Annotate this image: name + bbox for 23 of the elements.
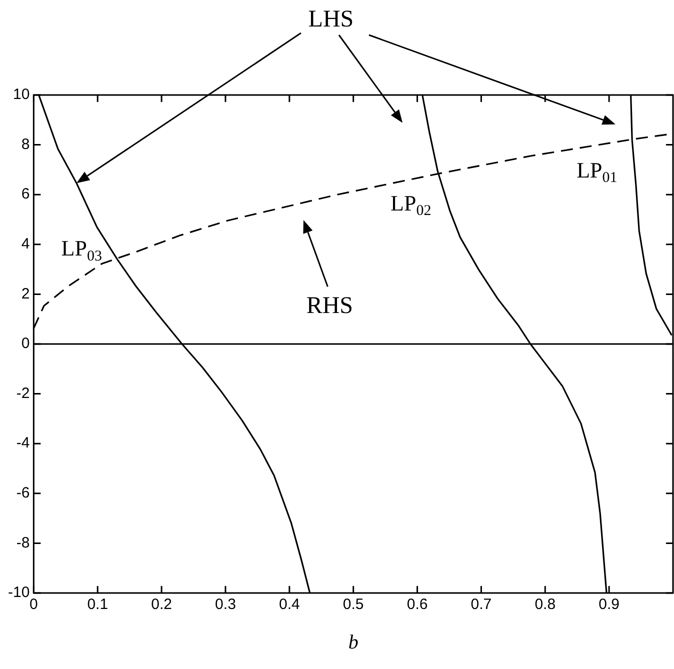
x-tick-label: 0.9 xyxy=(598,596,620,614)
y-tick-label: -6 xyxy=(16,484,30,502)
x-tick-label: 0.8 xyxy=(534,596,556,614)
annotation: RHS xyxy=(306,292,354,319)
y-tick-label: -8 xyxy=(16,534,30,552)
y-tick-label: -10 xyxy=(8,584,30,602)
text: LHS xyxy=(308,6,354,32)
x-tick-label: 0.7 xyxy=(470,596,492,614)
x-tick-label: 0.6 xyxy=(406,596,428,614)
y-tick-label: 10 xyxy=(12,86,30,104)
x-tick-label: 0.2 xyxy=(151,596,172,614)
x-tick-label: 0.5 xyxy=(342,596,364,614)
y-tick-label: -4 xyxy=(16,434,30,452)
x-tick-label: 0.3 xyxy=(215,596,236,614)
y-tick-label: 8 xyxy=(21,136,30,153)
x-tick-label: 0.1 xyxy=(87,596,108,614)
y-tick-label: 4 xyxy=(21,236,30,253)
x-tick-label: 0.4 xyxy=(278,596,300,614)
x-axis-title: b xyxy=(348,631,358,654)
y-tick-label: -2 xyxy=(16,384,30,402)
y-tick-label: 2 xyxy=(21,285,30,302)
y-tick-label: 6 xyxy=(21,186,30,203)
y-tick-label: 0 xyxy=(21,335,30,352)
